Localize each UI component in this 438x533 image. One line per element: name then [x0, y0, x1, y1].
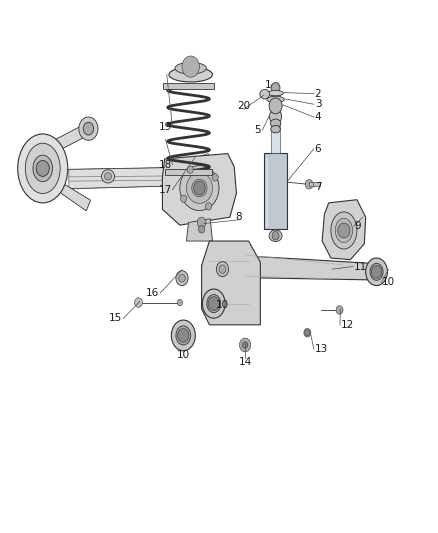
Circle shape	[243, 342, 248, 348]
Ellipse shape	[176, 326, 191, 345]
Text: 10: 10	[382, 277, 396, 287]
Ellipse shape	[176, 271, 188, 286]
Circle shape	[194, 181, 205, 195]
Bar	[265, 158, 268, 227]
Text: 7: 7	[315, 182, 321, 192]
Text: 6: 6	[315, 144, 321, 154]
Ellipse shape	[216, 262, 229, 277]
Ellipse shape	[25, 143, 60, 193]
Polygon shape	[56, 123, 91, 150]
Circle shape	[205, 203, 212, 210]
Circle shape	[197, 217, 206, 228]
Circle shape	[212, 174, 218, 181]
Text: 10: 10	[215, 300, 229, 310]
Circle shape	[178, 328, 189, 342]
Ellipse shape	[175, 62, 206, 74]
Ellipse shape	[268, 91, 283, 96]
Circle shape	[177, 300, 183, 306]
Ellipse shape	[33, 155, 53, 182]
Circle shape	[271, 83, 280, 93]
Circle shape	[305, 180, 313, 189]
Ellipse shape	[331, 212, 357, 249]
Text: 3: 3	[315, 99, 321, 109]
Text: 11: 11	[354, 262, 367, 271]
Ellipse shape	[267, 96, 284, 103]
Ellipse shape	[304, 328, 311, 337]
Ellipse shape	[366, 258, 388, 286]
Ellipse shape	[370, 263, 383, 280]
Circle shape	[198, 225, 205, 233]
Text: 9: 9	[355, 221, 361, 231]
Bar	[309, 182, 320, 187]
Polygon shape	[56, 182, 91, 211]
Circle shape	[36, 160, 49, 176]
Ellipse shape	[269, 230, 282, 241]
Ellipse shape	[207, 295, 221, 313]
Bar	[165, 169, 212, 175]
Circle shape	[187, 166, 193, 173]
Polygon shape	[186, 219, 212, 241]
Text: 12: 12	[341, 320, 354, 330]
Polygon shape	[201, 241, 260, 325]
Polygon shape	[162, 154, 237, 225]
Ellipse shape	[270, 119, 281, 127]
Text: 5: 5	[254, 125, 261, 135]
Polygon shape	[69, 167, 191, 189]
Ellipse shape	[18, 134, 68, 203]
Ellipse shape	[202, 289, 225, 318]
Ellipse shape	[179, 274, 185, 282]
Circle shape	[336, 306, 343, 314]
Ellipse shape	[219, 265, 226, 273]
Ellipse shape	[186, 173, 212, 204]
Bar	[264, 152, 287, 229]
Polygon shape	[182, 154, 215, 170]
Text: 16: 16	[146, 288, 159, 298]
Circle shape	[272, 231, 279, 240]
Ellipse shape	[171, 320, 195, 351]
Circle shape	[338, 223, 350, 238]
Ellipse shape	[180, 165, 219, 211]
Ellipse shape	[169, 67, 212, 82]
Circle shape	[134, 298, 142, 308]
Polygon shape	[210, 254, 377, 280]
Ellipse shape	[192, 179, 207, 197]
Text: 10: 10	[177, 350, 190, 360]
Circle shape	[180, 195, 187, 203]
Ellipse shape	[269, 109, 282, 124]
Circle shape	[371, 265, 382, 278]
Circle shape	[182, 56, 199, 77]
Bar	[271, 94, 280, 152]
Ellipse shape	[271, 125, 280, 133]
Text: 1: 1	[265, 79, 271, 90]
Text: 14: 14	[238, 357, 252, 367]
Circle shape	[208, 297, 219, 311]
Ellipse shape	[102, 169, 115, 183]
Ellipse shape	[335, 218, 353, 243]
Bar	[163, 83, 214, 89]
Text: 18: 18	[159, 160, 172, 169]
Polygon shape	[322, 200, 366, 260]
Circle shape	[83, 122, 94, 135]
Ellipse shape	[260, 90, 269, 99]
Ellipse shape	[105, 173, 112, 180]
Text: 15: 15	[109, 313, 122, 324]
Circle shape	[240, 338, 251, 352]
Text: 13: 13	[315, 344, 328, 354]
Text: 19: 19	[159, 122, 172, 132]
Text: 2: 2	[315, 88, 321, 99]
Circle shape	[79, 117, 98, 140]
Text: 4: 4	[315, 112, 321, 122]
Text: 17: 17	[159, 184, 172, 195]
Circle shape	[269, 98, 282, 114]
Text: 8: 8	[235, 212, 242, 222]
Circle shape	[305, 329, 310, 336]
Text: 20: 20	[237, 101, 251, 111]
